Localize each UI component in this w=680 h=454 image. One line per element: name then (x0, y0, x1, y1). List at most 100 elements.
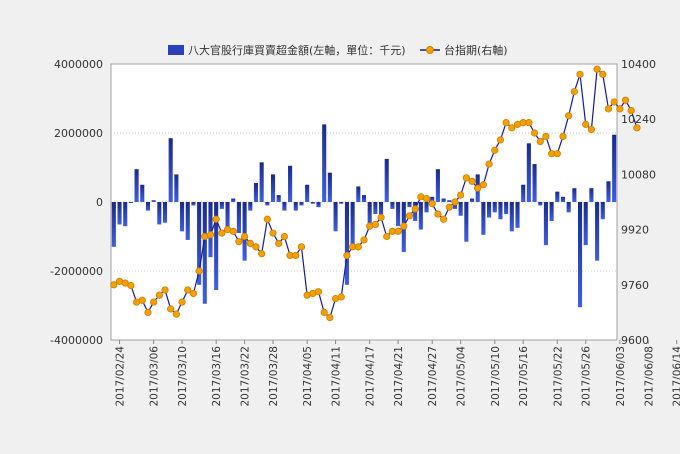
right-axis-tick-label: 9600 (621, 334, 649, 347)
right-axis-tick-label: 9920 (621, 224, 649, 237)
line-point (508, 124, 516, 132)
line-point (138, 296, 146, 304)
bar (492, 202, 497, 213)
line-point (428, 200, 436, 208)
line-point (275, 239, 283, 247)
x-axis-tick-label: 2017/04/17 (365, 346, 377, 407)
bar (566, 202, 571, 213)
bar (606, 181, 611, 202)
bar (515, 202, 520, 228)
line-point (371, 220, 379, 229)
line-point (491, 146, 499, 154)
bar (572, 188, 577, 202)
bar (151, 200, 156, 202)
legend-bar-swatch (168, 45, 184, 55)
line-point (360, 236, 368, 244)
line-point (167, 305, 175, 313)
x-axis-tick-label: 2017/04/21 (393, 346, 405, 407)
x-axis-tick-label: 2017/03/22 (240, 346, 252, 407)
line-point (400, 222, 408, 230)
line-point (155, 291, 163, 299)
bar (333, 202, 338, 232)
bar (265, 202, 270, 206)
line-point (377, 213, 385, 222)
right-axis-tick-label: 10080 (621, 168, 656, 181)
line-point (241, 232, 249, 241)
line-point (422, 194, 431, 203)
line-point (297, 243, 306, 251)
bar (191, 202, 196, 206)
line-point (479, 181, 487, 189)
line-point (610, 98, 618, 106)
bar (600, 202, 605, 220)
bar (248, 202, 253, 211)
bar (185, 202, 190, 240)
bar (299, 202, 304, 206)
bar (134, 169, 139, 202)
bar (589, 188, 594, 202)
line-point (144, 308, 152, 316)
line-point (252, 243, 260, 251)
bar (117, 202, 122, 225)
bar (288, 165, 293, 202)
line-point (235, 238, 243, 246)
bar (583, 202, 588, 246)
bar (282, 202, 287, 211)
line-point (172, 310, 180, 318)
left-axis-tick-label: 2000000 (54, 127, 103, 140)
bar (424, 202, 429, 213)
bar (367, 202, 372, 227)
bar (612, 134, 617, 202)
bar (578, 202, 583, 308)
line-point (195, 267, 203, 275)
bar (543, 202, 548, 246)
line-point (485, 160, 493, 168)
bar (231, 198, 236, 202)
line-point (565, 112, 573, 120)
line-point (383, 232, 391, 241)
line-point (258, 250, 266, 258)
bar (458, 202, 463, 216)
bar (276, 195, 281, 202)
line-point (434, 210, 442, 218)
bar (481, 202, 486, 235)
line-point (246, 239, 254, 247)
bar (430, 196, 435, 202)
bar (242, 202, 247, 261)
line-point (127, 281, 135, 290)
line-point (502, 119, 510, 127)
left-axis-tick-label: 0 (96, 196, 103, 209)
line-point (474, 184, 482, 192)
bar (441, 198, 446, 202)
line-point (269, 229, 277, 237)
line-point (445, 203, 453, 211)
bar (464, 202, 469, 242)
line-point (110, 281, 118, 289)
bar (356, 186, 361, 202)
bar (447, 200, 452, 202)
bar (162, 202, 168, 223)
line-point (570, 88, 578, 96)
bar (305, 184, 310, 202)
line-point (212, 215, 220, 223)
bar (140, 184, 145, 202)
x-axis-tick-label: 2017/06/08 (643, 346, 655, 407)
bar (373, 202, 378, 215)
bar (202, 202, 207, 304)
x-axis-tick-label: 2017/03/28 (268, 346, 280, 407)
line-point (536, 138, 544, 146)
line-point (178, 298, 186, 306)
bar (174, 174, 179, 202)
bar (327, 172, 332, 202)
x-axis-tick-label: 2017/05/04 (456, 346, 468, 407)
left-axis-tick-label: -2000000 (50, 265, 103, 278)
bar (219, 202, 224, 209)
line-point (587, 125, 596, 134)
line-point (439, 215, 448, 223)
line-point (326, 313, 334, 322)
bar (396, 202, 401, 227)
line-point (218, 229, 226, 237)
bar (504, 202, 509, 215)
bar (521, 184, 526, 202)
